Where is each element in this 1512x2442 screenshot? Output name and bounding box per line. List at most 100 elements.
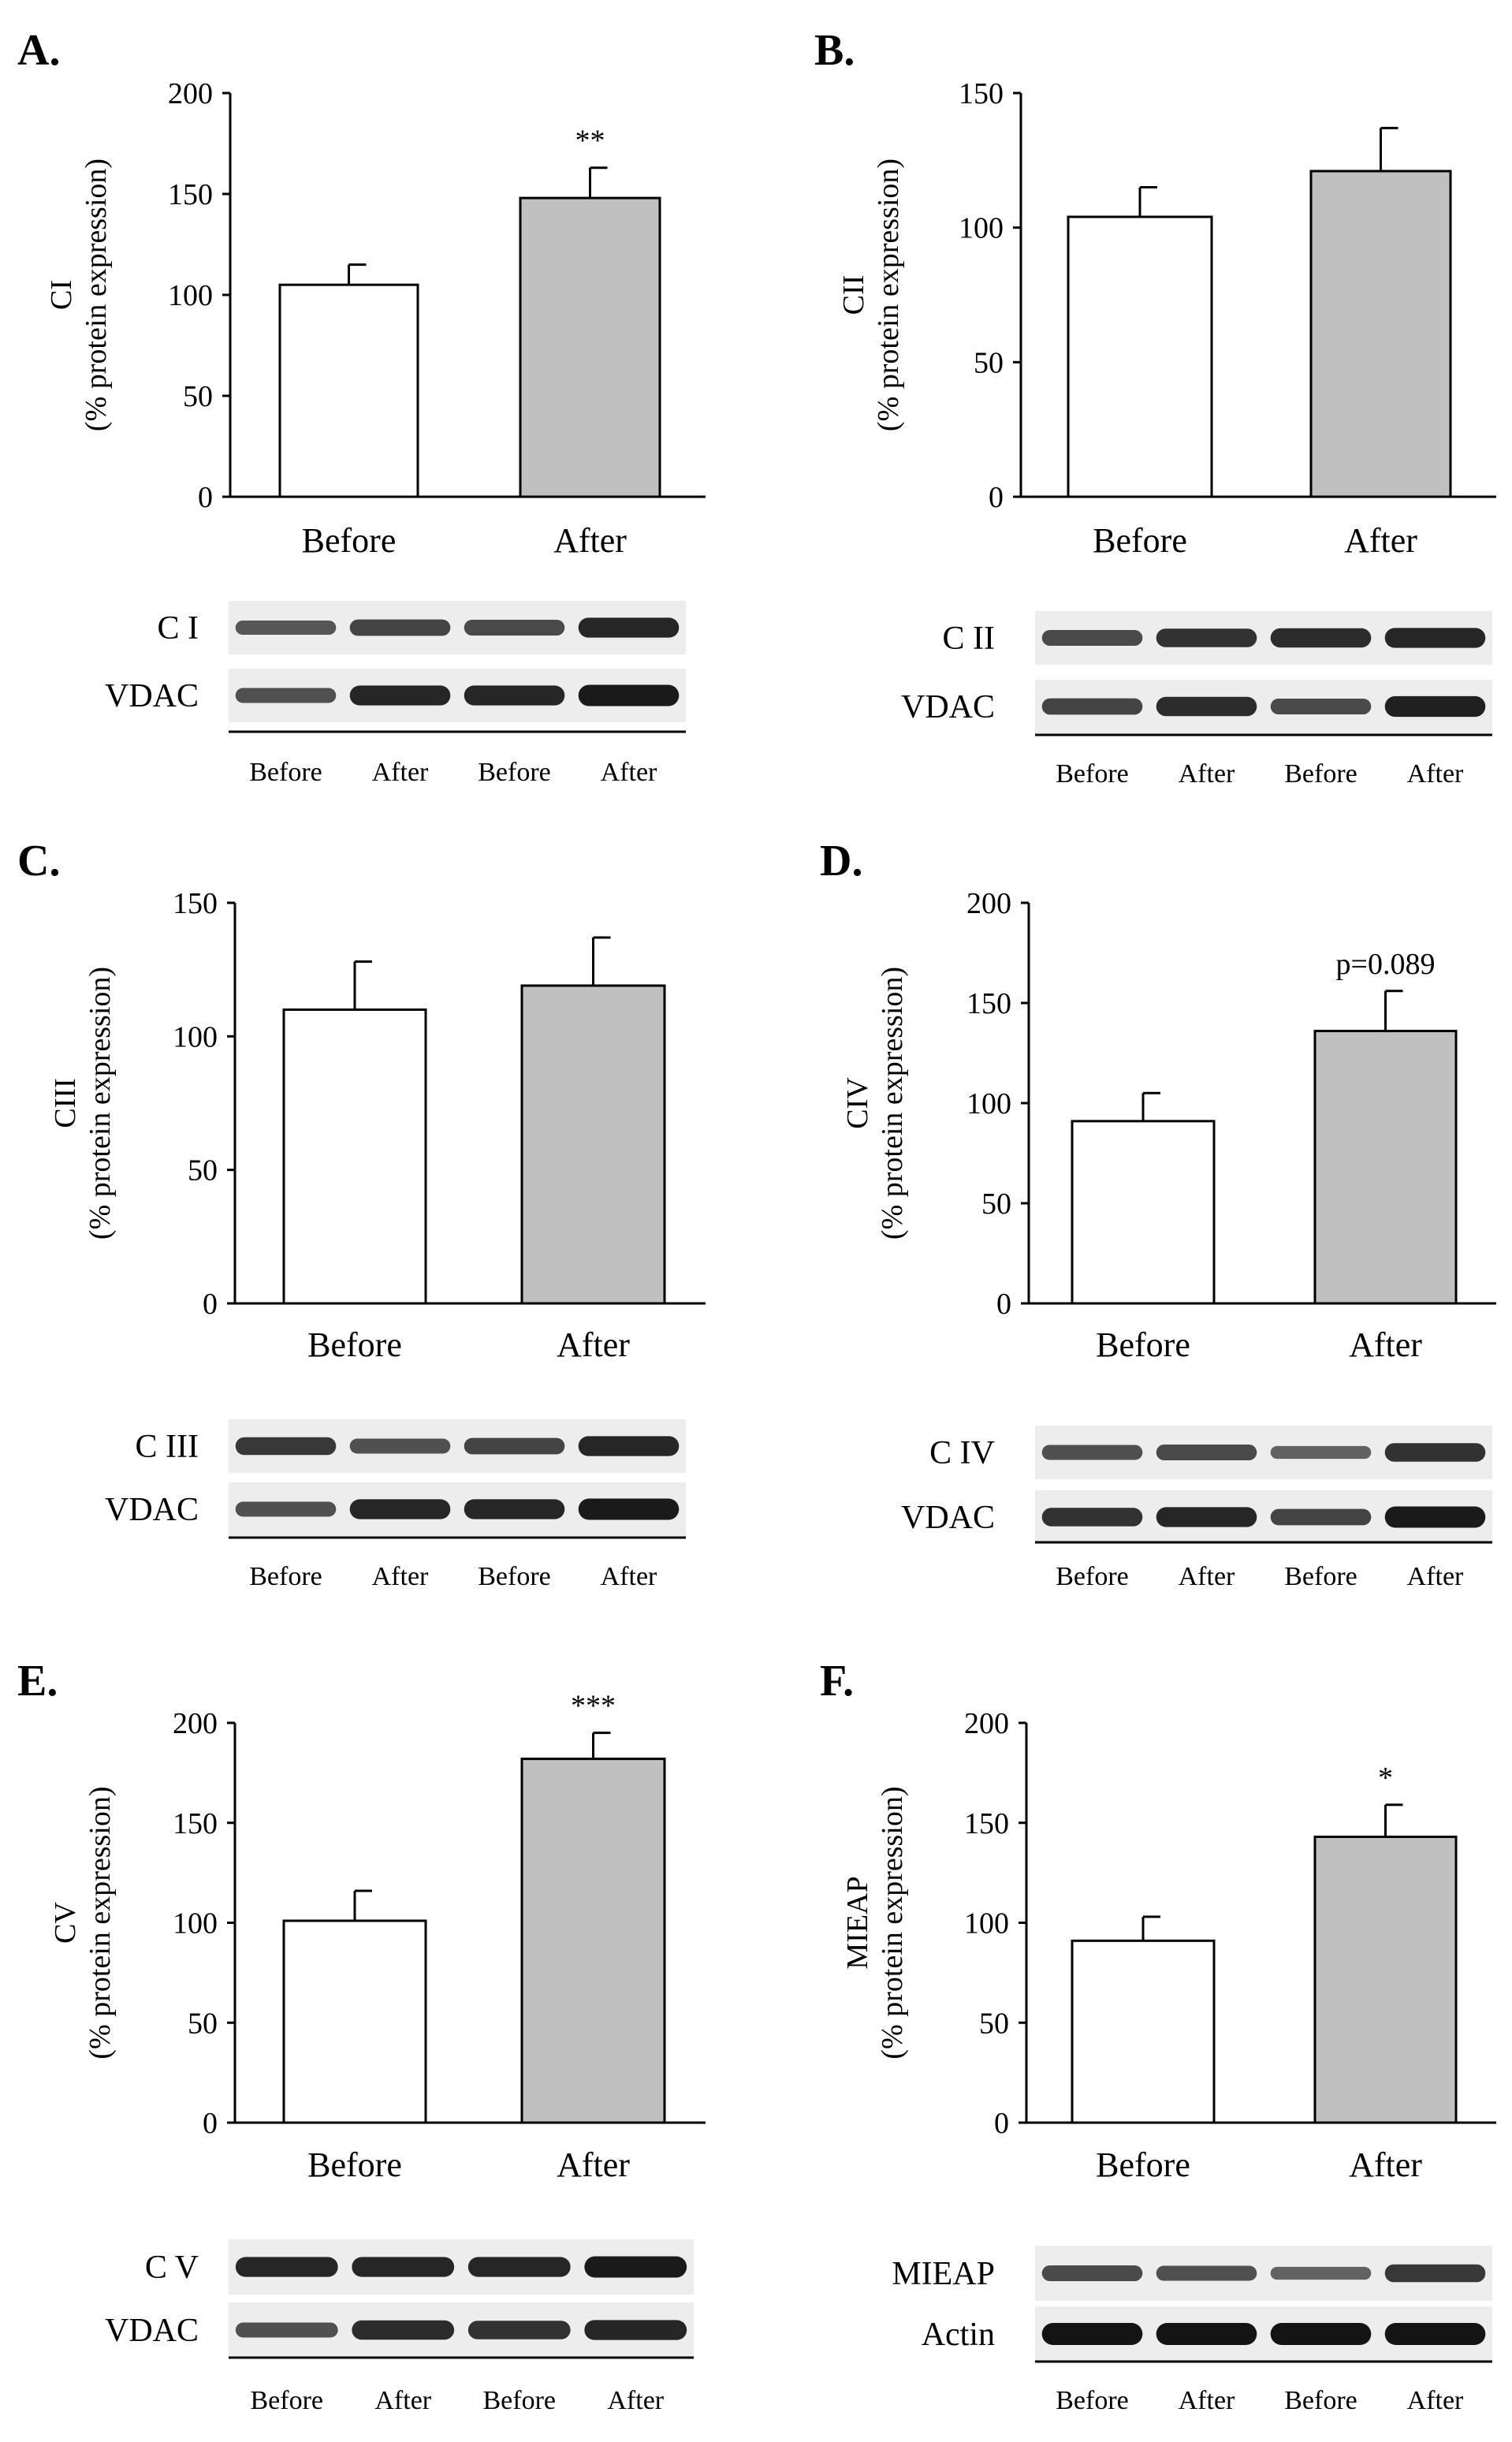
y-axis-sublabel: (% protein expression) xyxy=(876,1786,909,2059)
blot-band xyxy=(464,685,565,706)
bar-after xyxy=(520,984,666,1305)
blot-band xyxy=(1041,1508,1143,1527)
bar-before xyxy=(1071,1120,1216,1305)
y-axis-label: CV xyxy=(49,1902,82,1944)
blot-lane-label: Before xyxy=(1056,2386,1129,2415)
blot-band xyxy=(1041,1445,1143,1460)
blot-band xyxy=(1270,2323,1372,2345)
y-axis-sublabel: (% protein expression) xyxy=(84,967,117,1240)
y-tick-label: 200 xyxy=(966,887,1011,920)
y-tick-label: 200 xyxy=(173,1707,218,1740)
blot-band xyxy=(1156,628,1257,647)
y-tick-label: 0 xyxy=(203,1288,218,1321)
blot-band xyxy=(578,1436,680,1456)
x-category-label: After xyxy=(1349,2146,1422,2184)
blot-band xyxy=(467,2257,571,2277)
blot-lane-label: Before xyxy=(478,1562,551,1591)
y-tick-label: 150 xyxy=(964,1807,1009,1840)
blot-row-label: C III xyxy=(136,1429,199,1465)
blot-band xyxy=(1041,2323,1143,2345)
x-category-label: After xyxy=(1344,521,1417,560)
x-category-label: After xyxy=(557,2146,630,2184)
blot-lane-label: Before xyxy=(482,2386,556,2415)
blot-band xyxy=(464,620,565,636)
x-category-label: Before xyxy=(1096,1325,1190,1364)
blot-band xyxy=(1156,1507,1257,1527)
blot-band xyxy=(1041,630,1143,646)
x-category-label: Before xyxy=(1096,2146,1190,2184)
y-tick-label: 0 xyxy=(996,1288,1011,1321)
y-tick-label: 200 xyxy=(964,1707,1009,1740)
blot-band xyxy=(578,617,680,638)
blot-lane-label: After xyxy=(372,758,429,787)
x-category-label: Before xyxy=(302,521,397,560)
blot-row-label: VDAC xyxy=(901,1500,995,1536)
blot-lane-label: After xyxy=(1179,2386,1235,2415)
blot-band xyxy=(1156,1445,1257,1460)
panel-letter: C. xyxy=(17,837,60,885)
bar-after xyxy=(1313,1030,1458,1305)
western-blot: C II VDAC Before After Before After xyxy=(901,611,1492,789)
x-category-label: Before xyxy=(307,2146,402,2184)
blot-band xyxy=(1156,2323,1257,2345)
blot-band xyxy=(1270,628,1372,648)
y-tick-label: 150 xyxy=(959,77,1004,110)
blot-band xyxy=(467,2321,571,2339)
blot-lane-label: After xyxy=(372,1562,429,1591)
y-tick-label: 0 xyxy=(994,2107,1009,2140)
blot-lane-label: Before xyxy=(249,1562,322,1591)
blot-row-label: VDAC xyxy=(105,1492,199,1528)
significance-label: ** xyxy=(575,125,605,158)
blot-band xyxy=(1384,628,1486,648)
blot-lane-label: After xyxy=(374,2386,431,2415)
western-blot: C I VDAC Before After Before After xyxy=(105,601,686,787)
western-blot: C IV VDAC Before After Before After xyxy=(901,1426,1492,1591)
blot-lane-label: Before xyxy=(1284,1562,1357,1591)
blot-lane-label: Before xyxy=(1284,759,1357,789)
y-tick-label: 50 xyxy=(188,1154,218,1187)
y-tick-label: 100 xyxy=(966,1087,1011,1120)
blot-band xyxy=(1270,699,1372,714)
y-axis-label: CII xyxy=(837,275,870,315)
blot-band xyxy=(1384,2264,1486,2283)
blot-band xyxy=(1041,2265,1143,2281)
y-tick-label: 150 xyxy=(966,987,1011,1020)
blot-lane-label: Before xyxy=(1284,2386,1357,2415)
panel-d: D. 0 50 100 150 200 CIV (% protein expression) B… xyxy=(820,837,1496,1591)
bar-after xyxy=(1313,1835,1458,2124)
blot-lane-label: After xyxy=(1407,759,1464,789)
y-tick-label: 200 xyxy=(168,77,213,110)
x-category-label: After xyxy=(553,521,627,560)
blot-row-label: MIEAP xyxy=(892,2256,995,2292)
blot-band xyxy=(349,1438,451,1454)
y-tick-label: 150 xyxy=(173,887,218,920)
y-tick-label: 50 xyxy=(188,2007,218,2040)
y-tick-label: 100 xyxy=(173,1020,218,1053)
bar-after xyxy=(519,196,661,498)
bar-before xyxy=(282,1008,427,1305)
blot-band xyxy=(1270,2266,1372,2280)
blot-lane-label: Before xyxy=(250,2386,323,2415)
blot-band xyxy=(584,2256,687,2278)
y-axis-sublabel: (% protein expression) xyxy=(876,967,909,1240)
y-tick-label: 0 xyxy=(203,2107,218,2140)
blot-band xyxy=(235,1437,337,1456)
blot-lane-label: Before xyxy=(478,758,551,787)
western-blot: MIEAP Actin Before After Before After xyxy=(892,2246,1492,2415)
blot-band xyxy=(1156,2265,1257,2281)
panel-letter: A. xyxy=(17,26,60,75)
blot-lane-label: After xyxy=(1179,759,1235,789)
y-tick-label: 150 xyxy=(173,1807,218,1840)
y-tick-label: 100 xyxy=(959,212,1004,245)
panel-letter: D. xyxy=(820,837,862,885)
western-blot: C V VDAC Before After Before After xyxy=(105,2239,694,2415)
y-axis-label: CIV xyxy=(841,1077,874,1129)
blot-row-label: Actin xyxy=(922,2317,995,2353)
y-tick-label: 50 xyxy=(183,380,213,413)
blot-row-label: VDAC xyxy=(105,2313,199,2349)
y-tick-label: 100 xyxy=(168,279,213,312)
bar-after xyxy=(520,1758,666,2124)
blot-lane-label: Before xyxy=(249,758,322,787)
western-blot: C III VDAC Before After Before After xyxy=(105,1419,686,1591)
